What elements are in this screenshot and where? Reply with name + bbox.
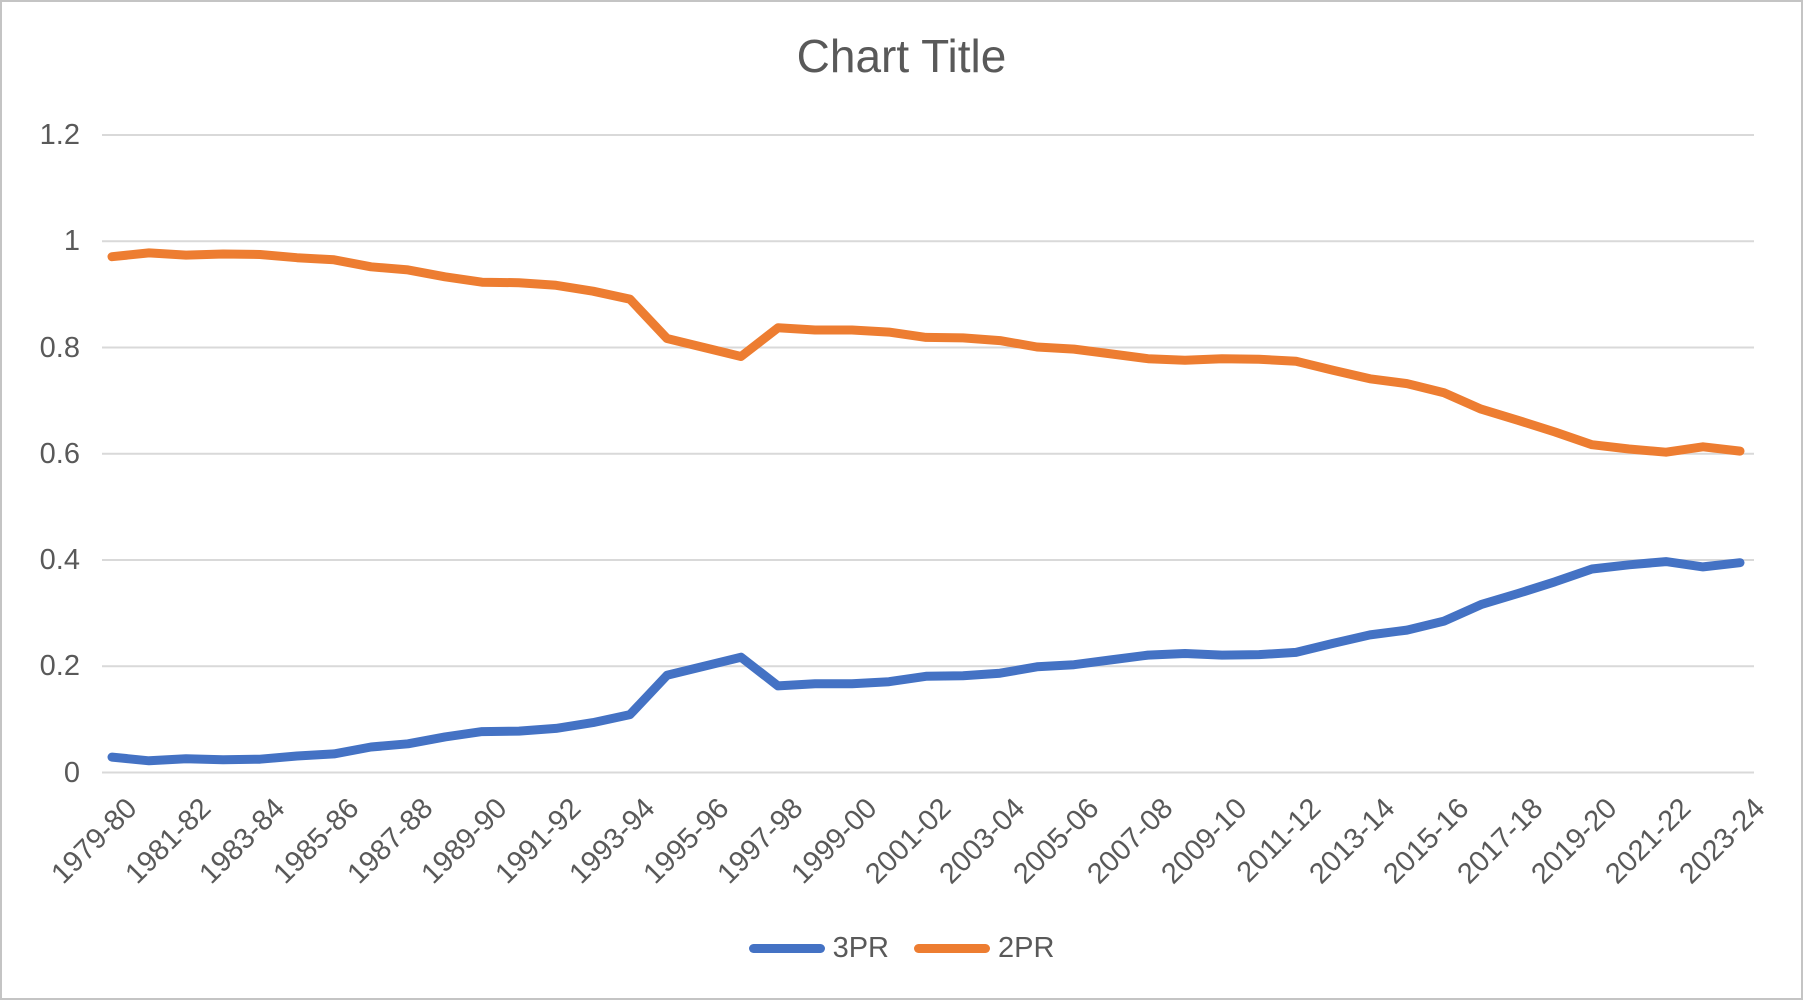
legend-label-2pr: 2PR bbox=[998, 932, 1055, 964]
legend-item-3pr: 3PR bbox=[748, 932, 889, 965]
series-line-2pr bbox=[107, 248, 1745, 457]
legend: 3PR 2PR bbox=[2, 932, 1801, 965]
legend-line-swatch-2pr bbox=[914, 944, 990, 953]
chart-title: Chart Title bbox=[796, 30, 1007, 82]
legend-label-3pr: 3PR bbox=[832, 932, 889, 964]
legend-line-swatch-3pr bbox=[748, 944, 825, 953]
legend-item-2pr: 2PR bbox=[914, 932, 1054, 965]
series-line-3pr bbox=[107, 557, 1745, 766]
